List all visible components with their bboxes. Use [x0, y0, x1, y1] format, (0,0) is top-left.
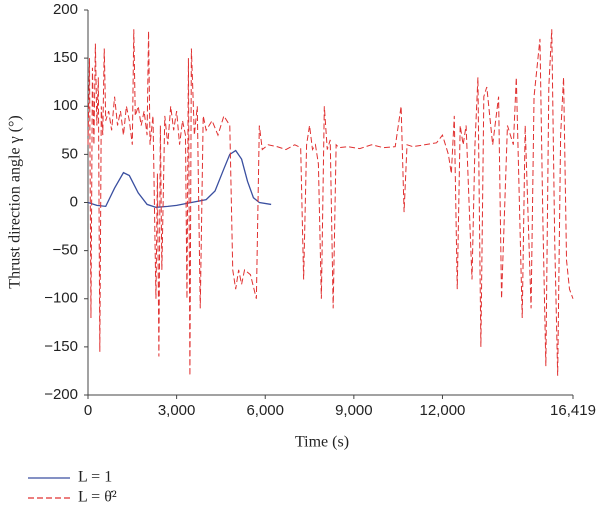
y-tick-label: 50 — [61, 145, 78, 162]
series-line — [87, 29, 574, 376]
legend-label: L = θ̇² — [78, 489, 117, 506]
y-tick-label: 150 — [53, 49, 78, 66]
x-tick-label: 16,419 — [550, 402, 596, 419]
x-tick-label: 12,000 — [420, 402, 466, 419]
series-line — [87, 149, 272, 208]
x-tick-label: 9,000 — [335, 402, 373, 419]
y-tick-label: 200 — [53, 1, 78, 18]
x-tick-label: 3,000 — [158, 402, 196, 419]
y-tick-label: 0 — [70, 193, 78, 210]
x-axis-label: Time (s) — [295, 434, 349, 451]
y-tick-label: −50 — [53, 242, 78, 259]
x-tick-label: 6,000 — [246, 402, 284, 419]
y-tick-label: −150 — [44, 338, 78, 355]
legend-label: L = 1 — [78, 469, 112, 486]
y-tick-label: −100 — [44, 290, 78, 307]
y-tick-label: −200 — [44, 386, 78, 403]
y-tick-label: 100 — [53, 97, 78, 114]
x-tick-label: 0 — [84, 402, 92, 419]
y-axis-label: Thrust direction angle γ (°) — [7, 115, 24, 288]
